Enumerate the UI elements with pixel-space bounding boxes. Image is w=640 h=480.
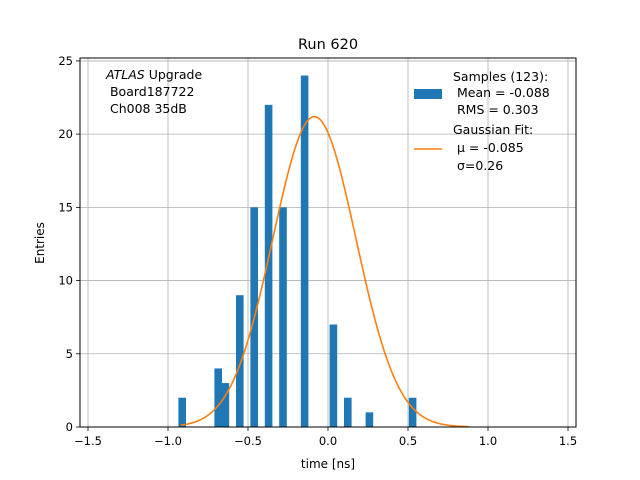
histogram-bar-5 — [214, 368, 222, 427]
histogram-bar-26 — [365, 412, 374, 427]
x-axis-label: time [ns] — [301, 457, 355, 471]
legend-fit-title: Gaussian Fit: — [453, 122, 533, 137]
x-tick-label-6: 1.5 — [559, 434, 577, 448]
x-tick-label-0: −1.5 — [74, 434, 102, 448]
x-tick-label-5: 1.0 — [479, 434, 497, 448]
x-tick-label-2: −0.5 — [234, 434, 262, 448]
y-axis-label: Entries — [33, 222, 47, 264]
y-tick-label-2: 10 — [58, 274, 73, 288]
histogram-bar-14 — [279, 207, 287, 427]
y-tick-label-3: 15 — [58, 200, 73, 214]
histogram-bar-17 — [300, 75, 309, 428]
legend: Samples (123): Mean = -0.088 RMS = 0.303… — [414, 69, 550, 173]
legend-samples-rms: RMS = 0.303 — [453, 102, 539, 117]
legend-samples-mean: Mean = -0.088 — [453, 85, 550, 100]
chart-title: Run 620 — [298, 37, 358, 53]
x-tick-label-4: 0.5 — [399, 434, 417, 448]
legend-fit-mu: μ = -0.085 — [453, 140, 524, 155]
x-axis-ticks: −1.5 −1.0 −0.5 0.0 0.5 1.0 1.5 — [74, 427, 577, 448]
histogram-bar-23 — [344, 397, 352, 427]
histogram-bar-12 — [264, 104, 273, 427]
y-tick-label-1: 5 — [66, 347, 73, 361]
annotation-line-1: ATLAS Upgrade — [105, 67, 202, 82]
histogram-bar-0 — [178, 397, 186, 427]
annotation-board: Board187722 — [106, 84, 194, 99]
y-tick-label-5: 25 — [58, 54, 73, 68]
legend-fit-sigma: σ=0.26 — [453, 158, 503, 173]
annotation-atlas: ATLAS — [105, 67, 145, 82]
y-tick-label-4: 20 — [58, 127, 73, 141]
histogram-bar-8 — [236, 295, 244, 427]
x-tick-label-1: −1.0 — [154, 434, 182, 448]
x-tick-label-3: 0.0 — [319, 434, 337, 448]
histogram-bar-21 — [329, 324, 338, 427]
histogram-bar-6 — [221, 383, 230, 427]
y-axis-ticks: 0 5 10 15 20 25 — [58, 54, 80, 434]
gaussian-fit-layer — [180, 115, 469, 428]
annotation-channel: Ch008 35dB — [106, 101, 187, 116]
annotation-upgrade: Upgrade — [145, 67, 203, 82]
legend-samples-swatch — [414, 89, 442, 99]
gaussian-fit-curve — [180, 115, 469, 428]
atlas-annotation: ATLAS Upgrade Board187722 Ch008 35dB — [105, 67, 202, 116]
y-tick-label-0: 0 — [66, 420, 73, 434]
legend-samples-title: Samples (123): — [453, 69, 548, 84]
histogram-bar-32 — [408, 397, 417, 427]
